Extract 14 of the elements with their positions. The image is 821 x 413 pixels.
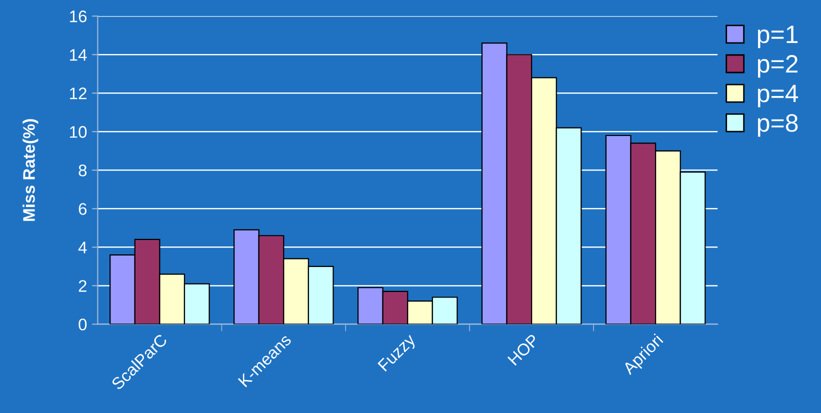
legend-label: p=2 [758,55,798,78]
y-tick-label: 2 [78,280,86,292]
y-tick-label: 12 [70,88,86,100]
y-axis-title: Miss Rate(%) [22,119,38,221]
y-tick-label: 0 [78,318,87,330]
y-tick-label: 8 [78,164,87,176]
legend-label: p=1 [758,26,798,48]
y-tick-label: 6 [78,203,87,215]
y-tick-label: 10 [70,126,87,138]
y-tick-label: 4 [78,242,87,254]
y-tick-label: 16 [70,10,87,22]
legend-label: p=4 [758,84,798,108]
legend-label: p=8 [758,114,798,137]
y-tick-label: 14 [70,49,87,61]
